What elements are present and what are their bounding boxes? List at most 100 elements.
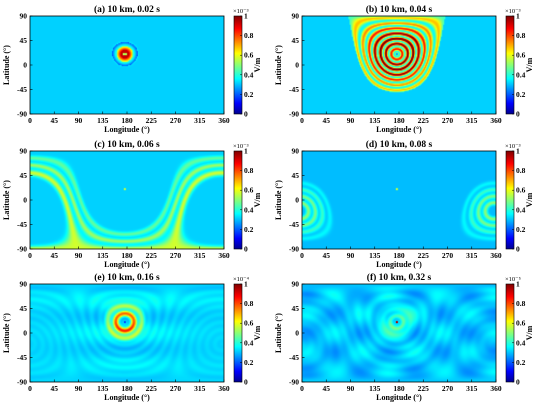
y-tick-label: 90 bbox=[20, 147, 28, 156]
colorbar-tick-label: 0.8 bbox=[244, 299, 254, 308]
x-tick-label: 135 bbox=[369, 251, 381, 260]
y-tick-label: -45 bbox=[289, 353, 299, 362]
x-tick-label: 360 bbox=[490, 251, 502, 260]
y-tick-label: -45 bbox=[17, 85, 27, 94]
y-tick-label: -45 bbox=[289, 85, 299, 94]
colorbar-tick-label: 0.4 bbox=[516, 338, 526, 347]
colorbar-label: V/m bbox=[525, 325, 534, 340]
colorbar-tick-label: 0.4 bbox=[516, 70, 526, 79]
colorbar bbox=[233, 15, 243, 115]
y-tick-label: 90 bbox=[20, 280, 28, 289]
y-tick-label: 45 bbox=[292, 171, 300, 180]
y-tick-label: 45 bbox=[292, 36, 300, 45]
x-tick-label: 135 bbox=[97, 384, 109, 393]
panel-title: (e) 10 km, 0.16 s bbox=[94, 272, 160, 283]
colorbar-tick-label: 0.6 bbox=[516, 51, 526, 60]
colorbar-tick-label: 0.4 bbox=[244, 338, 254, 347]
colorbar-multiplier: ×10⁻³ bbox=[233, 143, 249, 150]
x-tick-label: 45 bbox=[323, 251, 331, 260]
heatmap-image bbox=[302, 151, 496, 249]
colorbar-tick-label: 0 bbox=[516, 378, 520, 387]
heatmap-image bbox=[30, 16, 224, 114]
y-tick-label: 0 bbox=[295, 61, 299, 70]
colorbar-multiplier: ×10⁻⁴ bbox=[233, 276, 250, 283]
colorbar-tick-label: 0 bbox=[516, 245, 520, 254]
x-tick-label: 135 bbox=[369, 116, 381, 125]
x-tick-label: 315 bbox=[466, 384, 478, 393]
x-tick-label: 0 bbox=[28, 116, 32, 125]
colorbar-tick-label: 0.6 bbox=[244, 319, 254, 328]
x-tick-label: 0 bbox=[28, 251, 32, 260]
colorbar-label: V/m bbox=[525, 192, 534, 207]
x-tick-label: 360 bbox=[218, 251, 230, 260]
colorbar-tick-label: 1 bbox=[516, 280, 520, 289]
panel-title: (a) 10 km, 0.02 s bbox=[94, 4, 160, 15]
x-tick-label: 180 bbox=[393, 116, 405, 125]
y-tick-label: 45 bbox=[20, 36, 28, 45]
colorbar-tick-label: 0.8 bbox=[516, 299, 526, 308]
x-tick-label: 135 bbox=[97, 251, 109, 260]
y-tick-label: -90 bbox=[289, 378, 299, 387]
heatmap-image bbox=[302, 16, 496, 114]
y-tick-label: -45 bbox=[17, 353, 27, 362]
panel-title: (b) 10 km, 0.04 s bbox=[366, 4, 433, 15]
panel-e: (e) 10 km, 0.16 s 0 45 90 135 180 225 270 315 360… bbox=[2, 272, 262, 402]
heatmap-image bbox=[302, 284, 496, 382]
x-tick-label: 225 bbox=[146, 251, 158, 260]
colorbar bbox=[505, 283, 515, 383]
colorbar-tick-label: 0.4 bbox=[516, 205, 526, 214]
colorbar-tick-label: 1 bbox=[244, 147, 248, 156]
x-tick-label: 315 bbox=[194, 116, 206, 125]
x-axis-label: Longitude (°) bbox=[104, 260, 150, 269]
x-tick-label: 180 bbox=[121, 116, 133, 125]
x-axis-label: Longitude (°) bbox=[376, 393, 422, 402]
x-tick-label: 270 bbox=[170, 251, 182, 260]
x-tick-label: 360 bbox=[218, 116, 230, 125]
x-tick-label: 180 bbox=[121, 384, 133, 393]
x-tick-label: 360 bbox=[218, 384, 230, 393]
x-tick-label: 270 bbox=[170, 384, 182, 393]
y-tick-label: 0 bbox=[295, 329, 299, 338]
y-tick-label: 90 bbox=[292, 12, 300, 21]
colorbar bbox=[233, 283, 243, 383]
x-tick-label: 90 bbox=[75, 116, 83, 125]
y-axis-label: Latitude (°) bbox=[274, 45, 283, 85]
x-tick-label: 90 bbox=[347, 251, 355, 260]
x-tick-label: 45 bbox=[323, 116, 331, 125]
y-tick-label: 0 bbox=[23, 329, 27, 338]
colorbar-tick-label: 0.4 bbox=[244, 70, 254, 79]
colorbar-multiplier: ×10⁻³ bbox=[505, 8, 521, 15]
colorbar-label: V/m bbox=[253, 192, 262, 207]
colorbar-tick-label: 0.2 bbox=[516, 90, 526, 99]
colorbar-tick-label: 0.8 bbox=[516, 31, 526, 40]
colorbar-tick-label: 0.6 bbox=[516, 186, 526, 195]
colorbar-tick-label: 0.6 bbox=[244, 51, 254, 60]
x-tick-label: 90 bbox=[347, 116, 355, 125]
x-tick-label: 360 bbox=[490, 116, 502, 125]
y-tick-label: 45 bbox=[20, 171, 28, 180]
x-axis-label: Longitude (°) bbox=[104, 393, 150, 402]
colorbar-multiplier: ×10⁻³ bbox=[233, 8, 249, 15]
y-tick-label: 90 bbox=[292, 280, 300, 289]
panel-b: (b) 10 km, 0.04 s 0 45 90 135 180 225 270 315 360… bbox=[274, 4, 534, 134]
x-tick-label: 360 bbox=[490, 384, 502, 393]
y-tick-label: 90 bbox=[20, 12, 28, 21]
colorbar-label: V/m bbox=[253, 325, 262, 340]
y-tick-label: -90 bbox=[17, 378, 27, 387]
y-tick-label: 0 bbox=[23, 196, 27, 205]
x-tick-label: 45 bbox=[51, 384, 59, 393]
colorbar-tick-label: 0.8 bbox=[516, 166, 526, 175]
x-tick-label: 90 bbox=[75, 251, 83, 260]
colorbar-label: V/m bbox=[253, 57, 262, 72]
colorbar-tick-label: 1 bbox=[516, 12, 520, 21]
colorbar-tick-label: 1 bbox=[516, 147, 520, 156]
x-tick-label: 90 bbox=[75, 384, 83, 393]
y-axis-label: Latitude (°) bbox=[274, 180, 283, 220]
panel-title: (f) 10 km, 0.32 s bbox=[367, 272, 432, 283]
colorbar-multiplier: ×10⁻⁵ bbox=[505, 276, 521, 283]
colorbar-tick-label: 0.2 bbox=[516, 225, 526, 234]
colorbar-tick-label: 0.2 bbox=[244, 90, 254, 99]
panel-title: (c) 10 km, 0.06 s bbox=[94, 139, 160, 150]
x-tick-label: 225 bbox=[418, 251, 430, 260]
y-axis-label: Latitude (°) bbox=[2, 180, 11, 220]
